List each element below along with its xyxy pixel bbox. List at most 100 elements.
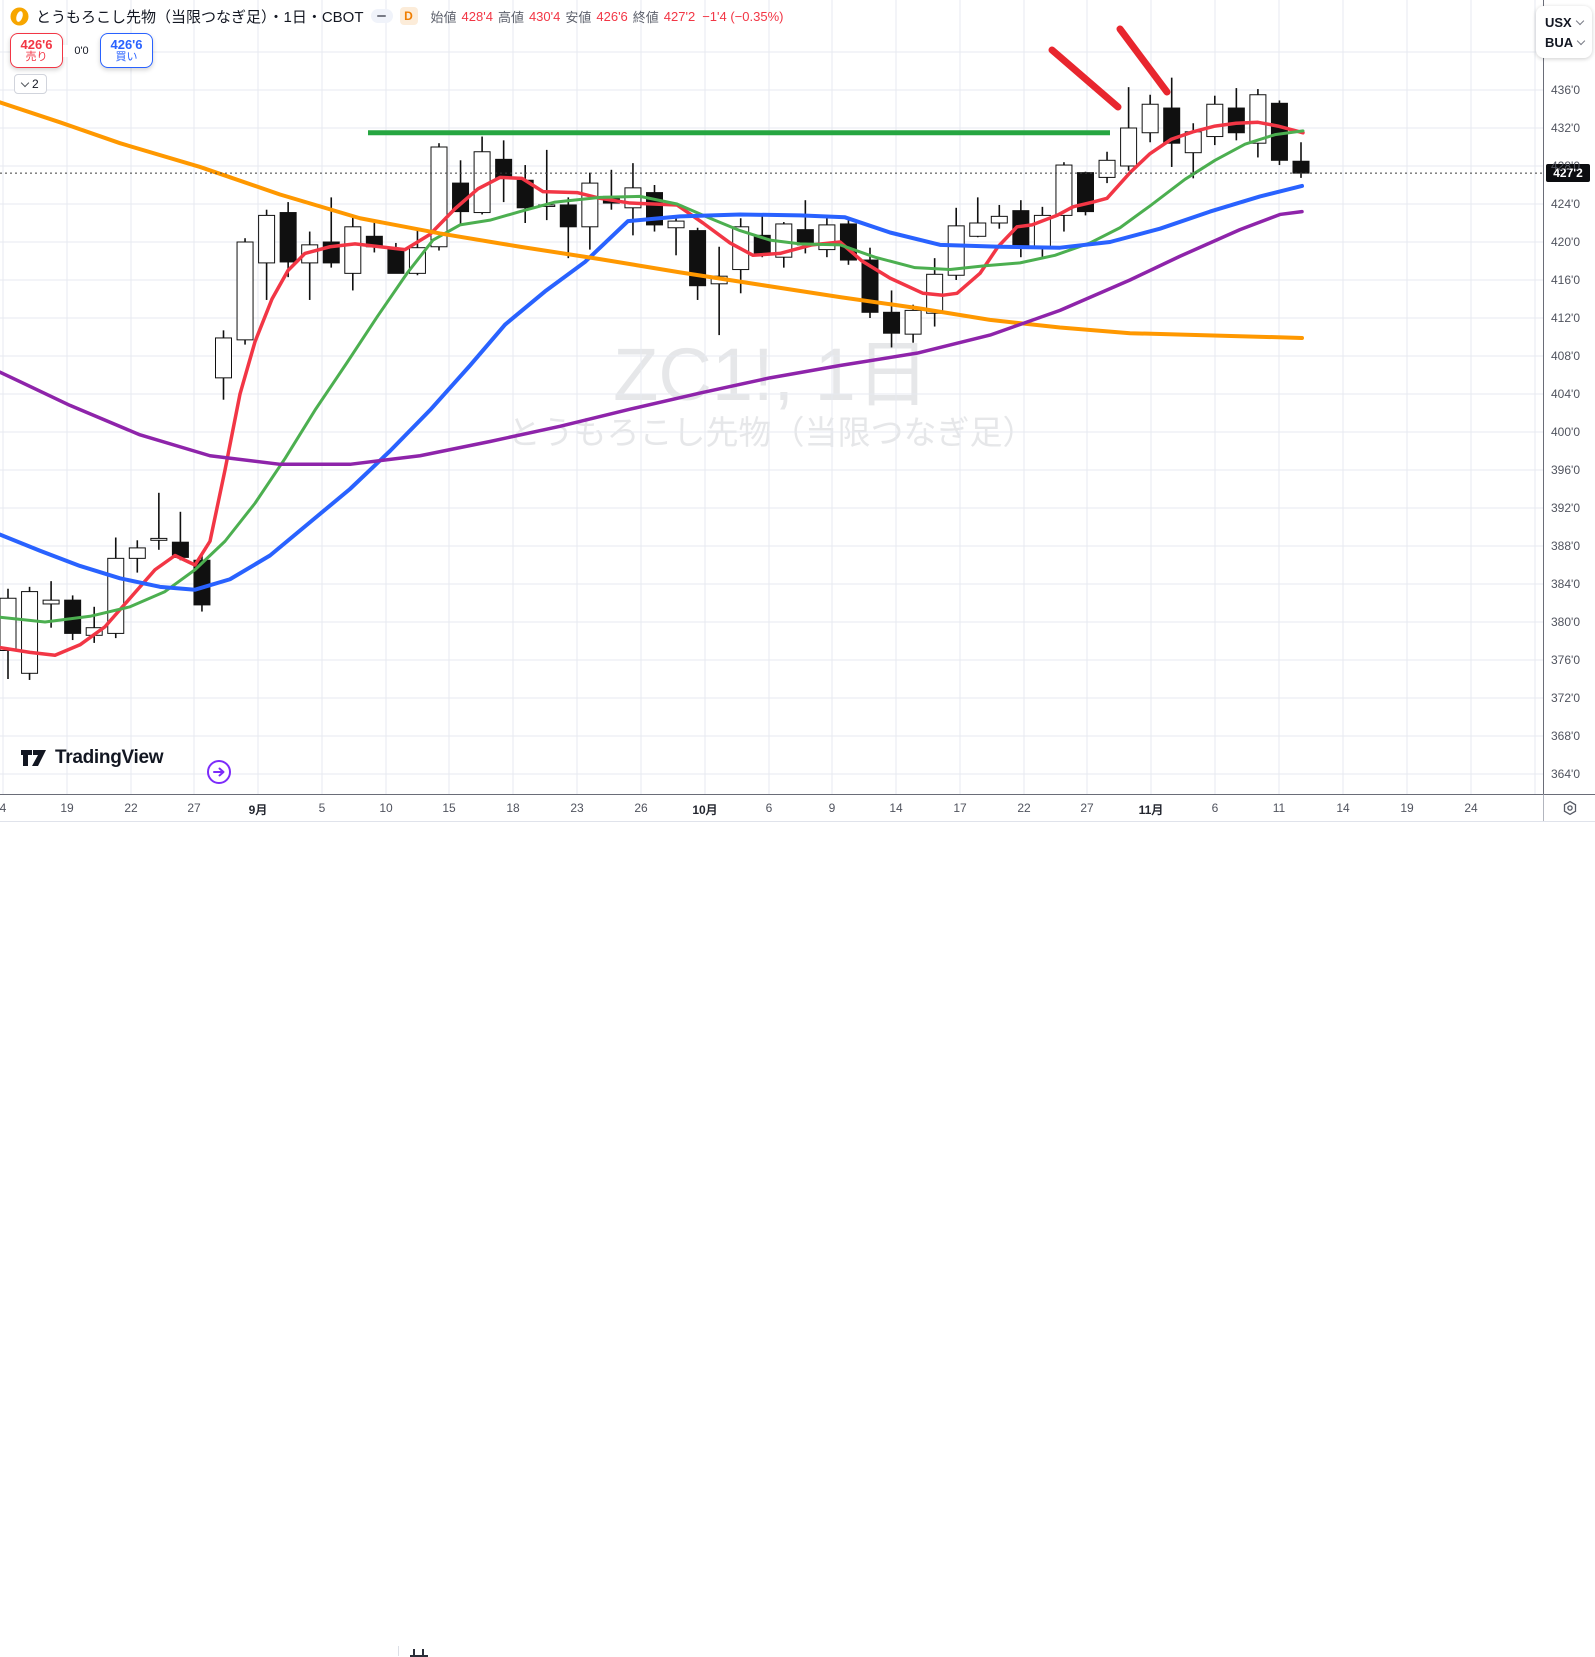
candle-body (1141, 103, 1159, 134)
time-tick-label: 15 (442, 801, 456, 815)
unit-value: BUA (1545, 34, 1574, 50)
candle-body (215, 337, 232, 379)
axis-settings-corner[interactable] (1543, 794, 1595, 821)
red-arrow-drawing (1048, 46, 1122, 111)
price-tick-label: 400'0 (1551, 425, 1580, 439)
buy-label: 買い (115, 50, 138, 63)
currency-value: USX (1545, 14, 1572, 30)
time-tick-label: 11 (1272, 801, 1286, 815)
chevron-down-icon (20, 78, 30, 87)
tradingview-mark-icon (21, 750, 46, 766)
ma-slow-blue (0, 183, 1304, 592)
collapse-panel-button[interactable]: 2 (14, 74, 47, 94)
symbol-title[interactable]: とうもろこし先物（当限つなぎ足）・1日・CBOT (36, 8, 364, 26)
candle-body (1163, 107, 1181, 144)
price-tick-label: 412'0 (1551, 311, 1580, 325)
candle-body (1120, 127, 1138, 167)
unit-selector[interactable]: BUA (1545, 35, 1592, 50)
candle-body (667, 220, 685, 229)
change-value: −1'4 (−0.35%) (702, 8, 784, 24)
candle-body (150, 537, 168, 541)
buy-price: 426'6 (110, 36, 143, 52)
candle-body (689, 230, 707, 287)
collapse-ohlc-pill[interactable] (370, 9, 393, 23)
candle-body (258, 214, 276, 264)
time-tick-label: 9月 (248, 803, 268, 817)
candle-body (495, 158, 513, 179)
candle-body (1249, 94, 1267, 144)
candle-body (883, 311, 901, 334)
close-value: 427'2 (663, 8, 696, 24)
ma-mid-green (0, 129, 1305, 624)
low-value: 426'6 (596, 8, 628, 24)
price-tick-label: 396'0 (1551, 463, 1580, 477)
open-value: 428'4 (461, 8, 493, 24)
ma-fast-red (0, 120, 1305, 657)
price-tick-label: 380'0 (1551, 615, 1580, 629)
dash-icon (377, 14, 387, 18)
tradingview-logo[interactable]: TradingView (20, 747, 164, 769)
candlestick-chart[interactable] (0, 0, 1543, 794)
price-tick-label: 416'0 (1551, 273, 1580, 287)
high-value: 430'4 (528, 8, 561, 24)
time-tick-label: 22 (1017, 801, 1031, 815)
time-tick-label: 24 (1464, 801, 1478, 815)
time-tick-label: 17 (953, 801, 967, 815)
sell-label: 売り (25, 50, 48, 63)
buy-button[interactable]: 426'6 買い (100, 33, 153, 68)
candle-body (0, 597, 17, 651)
time-tick-label: 10月 (692, 803, 718, 817)
time-tick-label: 14 (889, 801, 903, 815)
candle-body (969, 222, 987, 237)
symbol-logo-icon (10, 7, 29, 25)
candle-body (990, 215, 1008, 224)
sell-button[interactable]: 426'6 売り (10, 33, 63, 68)
tradingview-wordmark: TradingView (55, 747, 164, 768)
collapse-count: 2 (32, 77, 39, 91)
candle-body (344, 226, 362, 274)
time-tick-label: 4 (0, 801, 7, 815)
bottom-toolbar-partial (0, 821, 1595, 1657)
time-tick-label: 23 (570, 801, 584, 815)
time-axis[interactable]: 4 19 22 27 9月 5 10 15 18 23 26 10月 6 9 14 17 22 27 11月 6 11 1… (0, 794, 1543, 821)
spread-value: 0'0 (63, 44, 100, 57)
price-tick-label: 388'0 (1551, 539, 1580, 553)
price-tick-label: 384'0 (1551, 577, 1580, 591)
chart-header: とうもろこし先物（当限つなぎ足）・1日・CBOT D 始値 428'4 高値 430… (10, 5, 783, 27)
price-tick-label: 432'0 (1551, 121, 1580, 135)
time-tick-label: 19 (1400, 801, 1414, 815)
candle-body (279, 212, 297, 263)
ma-long-orange (0, 100, 1304, 340)
price-tick-label: 424'0 (1551, 197, 1580, 211)
chart-plot-area[interactable]: ZC1!, 1日 とうもろこし先物（当限つなぎ足） (0, 0, 1543, 794)
price-axis[interactable]: 427'2 436'0 432'0 428'0 424'0 420'0 416'0 412'… (1543, 0, 1595, 794)
time-tick-label: 26 (634, 801, 648, 815)
currency-selector[interactable]: USX (1545, 15, 1592, 30)
time-tick-label: 6 (1211, 801, 1219, 815)
price-tick-label: 376'0 (1551, 653, 1580, 667)
time-tick-label: 11月 (1138, 803, 1164, 817)
candle-body (1206, 103, 1224, 138)
time-tick-label: 22 (124, 801, 138, 815)
close-label: 終値 (632, 9, 659, 25)
candle-body (387, 248, 405, 274)
timeframe-badge[interactable]: D (399, 7, 418, 25)
price-tick-label: 420'0 (1551, 235, 1580, 249)
chevron-down-icon (1576, 36, 1586, 45)
sell-price: 426'6 (20, 36, 53, 52)
low-label: 安値 (565, 9, 592, 25)
time-tick-label: 5 (318, 801, 326, 815)
high-label: 高値 (497, 9, 524, 25)
time-tick-label: 6 (765, 801, 773, 815)
go-to-realtime-icon[interactable] (206, 759, 232, 785)
chevron-down-icon (1575, 16, 1584, 25)
ma-longest-purple (0, 209, 1304, 467)
time-tick-label: 19 (60, 801, 74, 815)
time-tick-label: 10 (379, 801, 393, 815)
ohlc-readout: 始値 428'4 高値 430'4 安値 426'6 終値 427'2 −1'4 (−0… (431, 7, 784, 26)
gear-icon[interactable] (1562, 800, 1578, 816)
candle-body (1055, 164, 1073, 216)
price-tick-label: 372'0 (1551, 691, 1580, 705)
candle-body (1292, 160, 1310, 174)
candle-body (236, 241, 254, 341)
